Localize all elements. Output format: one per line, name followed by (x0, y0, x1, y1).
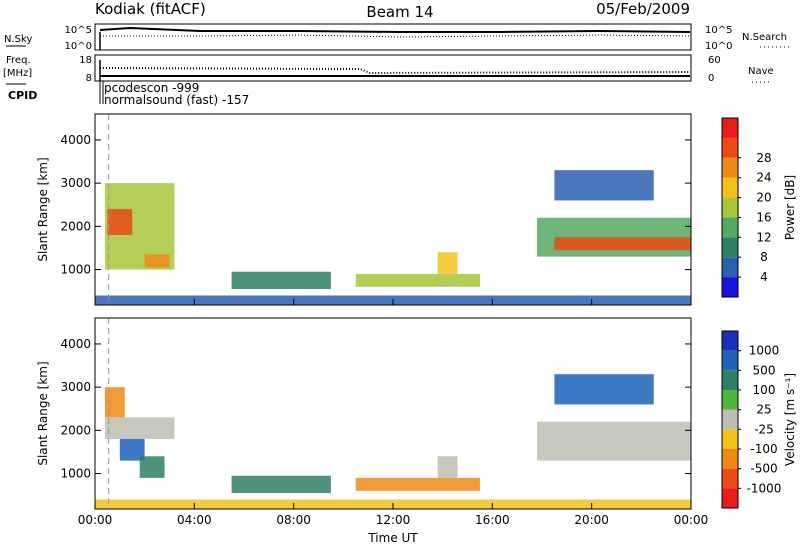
freq-panel (94, 54, 692, 82)
data-region (107, 209, 133, 235)
x-tick-label: 20:00 (574, 513, 609, 527)
cpid-entry-2: normalsound (fast) -157 (104, 93, 249, 107)
x-tick-label: 08:00 (276, 513, 311, 527)
x-tick-label: 16:00 (475, 513, 510, 527)
data-region (554, 170, 654, 201)
cpid-entry-1: pcodescon -999 (104, 81, 199, 95)
y-tick-label: 1000 (60, 467, 91, 481)
colorbar-segment (722, 217, 738, 238)
y-axis-label: Slant Range [km] (36, 157, 50, 261)
y-tick-label: 1000 (60, 263, 91, 277)
colorbar-segment (722, 449, 738, 469)
nsky-trace (99, 26, 691, 33)
colorbar-segment (722, 370, 738, 390)
x-axis-label: Time UT (367, 531, 418, 545)
colorbar-segment (722, 157, 738, 178)
nave-label: Nave (748, 66, 774, 77)
data-region (437, 252, 458, 274)
y-tick-label: 4000 (60, 337, 91, 351)
colorbar-segment (722, 237, 738, 258)
data-region (554, 374, 654, 405)
colorbar-label: Velocity [m s⁻¹] (783, 373, 797, 466)
data-region (231, 271, 331, 290)
colorbar-segment (722, 488, 738, 508)
nave-trace (99, 67, 691, 75)
data-region (144, 254, 170, 268)
data-region (355, 273, 480, 287)
colorbar-tick-label: -100 (750, 442, 777, 456)
colorbar-tick-label: 100 (753, 383, 776, 397)
colorbar-segment (722, 468, 738, 489)
nave-tick-bottom: 0 (708, 73, 714, 84)
nsearch-trace (100, 34, 691, 38)
colorbar-segment (722, 429, 738, 449)
data-region (104, 387, 125, 418)
nsky-tick-top: 10^5 (65, 25, 92, 36)
data-region (537, 421, 691, 461)
colorbar-segment (722, 390, 738, 410)
y-tick-label: 3000 (60, 176, 91, 190)
colorbar-segment (722, 257, 738, 278)
y-tick-label: 3000 (60, 380, 91, 394)
y-tick-label: 2000 (60, 219, 91, 233)
freq-label-1: Freq. (6, 55, 31, 66)
colorbar-segment (722, 137, 738, 158)
colorbar-tick-label: 4 (760, 270, 768, 284)
nave-tick-top: 60 (708, 55, 721, 66)
colorbar-tick-label: 28 (756, 151, 771, 165)
data-region (554, 237, 691, 251)
y-tick-label: 2000 (60, 423, 91, 437)
colorbar-segment (722, 118, 738, 138)
freq-label-2: [MHz] (3, 68, 32, 79)
x-tick-label: 04:00 (177, 513, 212, 527)
beam-title: Beam 14 (366, 3, 433, 21)
colorbar-frame (721, 330, 739, 509)
y-tick-label: 4000 (60, 133, 91, 147)
colorbar-tick-label: 8 (760, 250, 768, 264)
colorbar-tick-label: -500 (750, 462, 777, 476)
data-region (119, 438, 145, 461)
y-axis-label: Slant Range [km] (36, 361, 50, 465)
colorbar-tick-label: 500 (753, 363, 776, 377)
colorbar-segment (722, 277, 738, 297)
x-tick-label: 00:00 (674, 513, 709, 527)
colorbar-tick-label: -25 (754, 422, 774, 436)
data-region (104, 417, 175, 439)
data-region (355, 477, 480, 491)
radar-title: Kodiak (fitACF) (95, 0, 206, 18)
colorbar-segment (722, 331, 738, 351)
cpid-label: CPID (8, 89, 37, 102)
nsearch-tick-top: 10^5 (705, 25, 732, 36)
data-region (231, 475, 331, 494)
colorbar-segment (722, 350, 738, 371)
date-title: 05/Feb/2009 (596, 0, 690, 18)
colorbar-segment (722, 177, 738, 198)
freq-tick-bottom: 8 (86, 73, 92, 84)
colorbar-tick-label: 1000 (749, 344, 780, 358)
nsearch-label: N.Search (742, 32, 787, 43)
nsky-label: N.Sky (4, 34, 32, 45)
colorbar-tick-label: 16 (756, 210, 771, 224)
data-region (437, 456, 458, 478)
colorbar-tick-label: -1000 (747, 481, 782, 495)
colorbar-segment (722, 409, 738, 430)
colorbar-tick-label: 24 (756, 171, 771, 185)
colorbar-tick-label: 20 (756, 191, 771, 205)
velocity-panel: 1000 2000 3000 4000 00:00 04:00 08:00 12:00 16:0… (36, 317, 797, 545)
colorbar-segment (722, 197, 738, 218)
colorbar-tick-label: 12 (756, 230, 771, 244)
freq-tick-top: 18 (79, 55, 92, 66)
data-region (139, 456, 165, 478)
data-region (537, 217, 691, 257)
nsearch-tick-bottom: 10^0 (705, 41, 732, 52)
colorbar-frame (721, 117, 739, 298)
power-panel: 1000 2000 3000 4000 Slant Range [km] 4 8 12 16 20… (36, 113, 797, 306)
nsky-tick-bottom: 10^0 (65, 41, 92, 52)
x-tick-label: 12:00 (376, 513, 411, 527)
colorbar-tick-label: 25 (756, 403, 771, 417)
nsky-panel (94, 23, 692, 51)
x-tick-label: 00:00 (78, 513, 113, 527)
colorbar-label: Power [dB] (783, 175, 797, 240)
